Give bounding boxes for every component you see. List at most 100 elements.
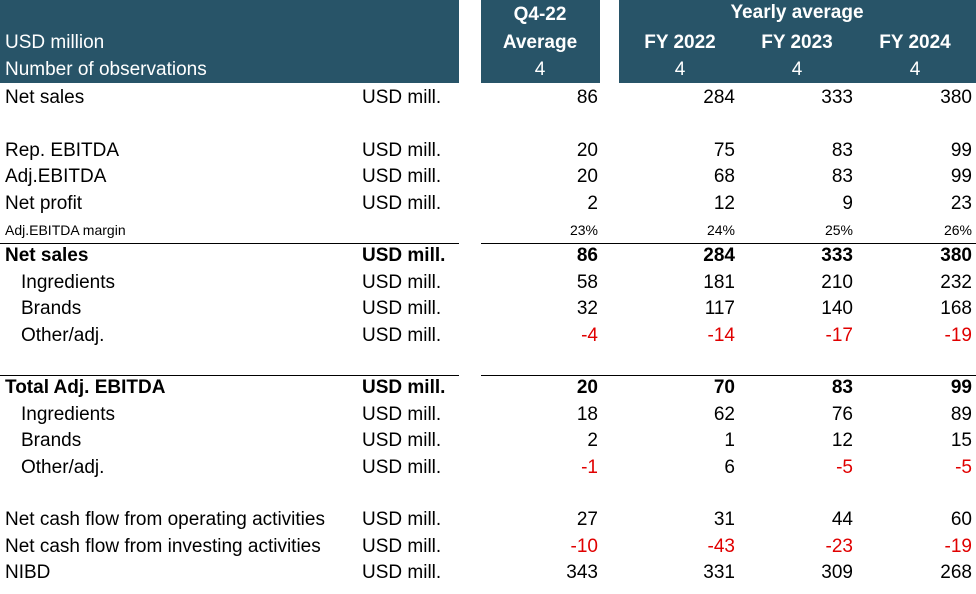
row-label: Other/adj. [21,325,105,346]
cell-value: 23 [950,193,972,214]
cell-value: -19 [944,325,972,346]
cell-value: 380 [940,87,972,108]
row-label: Brands [21,430,82,451]
row-label: Rep. EBITDA [5,140,120,161]
cell-value: 18 [576,404,598,425]
cell-value: 9 [842,193,853,214]
cell-value: 284 [703,245,735,266]
cell-value: 23% [569,222,598,238]
cell-value: 20 [576,166,598,187]
row-unit: USD mill. [362,430,442,451]
column-title: Q4-22 [513,4,567,25]
cell-value: 76 [831,404,853,425]
cell-value: 62 [713,404,735,425]
cell-value: 343 [566,562,598,583]
row-rule [0,375,459,376]
column-title: FY 2024 [879,32,951,53]
cell-value: 24% [706,222,735,238]
cell-value: 333 [821,87,853,108]
cell-value: 1 [724,430,735,451]
cell-value: -4 [581,325,598,346]
row-label: Ingredients [21,404,116,425]
cell-value: 284 [703,87,735,108]
unit-header: USD million [5,32,105,53]
cell-value: 25% [824,222,853,238]
cell-value: 333 [821,245,853,266]
row-unit: USD mill. [362,562,442,583]
cell-value: 83 [831,140,853,161]
row-label: Net profit [5,193,83,214]
cell-value: 380 [940,245,972,266]
header-block [481,0,600,83]
row-label: Net sales [5,245,89,266]
cell-value: 68 [713,166,735,187]
header-block [619,0,976,83]
cell-value: 232 [940,272,972,293]
column-title: FY 2023 [761,32,833,53]
cell-value: 20 [576,140,598,161]
row-unit: USD mill. [362,325,442,346]
cell-value: 58 [576,272,598,293]
observations-label: Number of observations [5,59,207,80]
row-rule [0,243,459,244]
cell-value: 75 [713,140,735,161]
row-rule [481,243,976,244]
header-block [0,0,459,83]
observations: 4 [534,59,546,80]
cell-value: -5 [955,457,972,478]
row-unit: USD mill. [362,140,442,161]
row-unit: USD mill. [362,245,446,266]
observations: 4 [909,59,921,80]
row-label: Adj.EBITDA [5,166,107,187]
cell-value: 331 [703,562,735,583]
row-label: Ingredients [21,272,116,293]
row-unit: USD mill. [362,509,442,530]
cell-value: 99 [950,377,972,398]
row-label: Net sales [5,87,85,108]
row-unit: USD mill. [362,457,442,478]
cell-value: -10 [570,536,598,557]
row-unit: USD mill. [362,404,442,425]
cell-value: 20 [576,377,598,398]
row-label: Other/adj. [21,457,105,478]
cell-value: 27 [576,509,598,530]
group-title: Yearly average [730,2,864,23]
cell-value: 268 [940,562,972,583]
row-rule [481,375,976,376]
cell-value: 32 [576,298,598,319]
cell-value: 12 [713,193,735,214]
observations: 4 [674,59,686,80]
row-label: Brands [21,298,82,319]
cell-value: 99 [950,140,972,161]
column-title: FY 2022 [644,32,716,53]
cell-value: 140 [821,298,853,319]
cell-value: -1 [581,457,598,478]
row-unit: USD mill. [362,377,446,398]
cell-value: 44 [831,509,853,530]
row-unit: USD mill. [362,536,442,557]
cell-value: -43 [707,536,735,557]
row-unit: USD mill. [362,298,442,319]
row-unit: USD mill. [362,193,442,214]
cell-value: 86 [576,245,598,266]
row-label: Net cash flow from investing activities [5,536,321,557]
cell-value: 2 [587,430,598,451]
cell-value: 89 [950,404,972,425]
cell-value: -19 [944,536,972,557]
cell-value: 210 [821,272,853,293]
row-label: Net cash flow from operating activities [5,509,325,530]
row-label: NIBD [5,562,51,583]
cell-value: 60 [950,509,972,530]
cell-value: -17 [825,325,853,346]
row-unit: USD mill. [362,166,442,187]
row-unit: USD mill. [362,87,442,108]
cell-value: 117 [704,298,735,319]
cell-value: 26% [943,222,972,238]
cell-value: 31 [713,509,735,530]
cell-value: -5 [836,457,853,478]
observations: 4 [791,59,803,80]
cell-value: 6 [724,457,735,478]
cell-value: 168 [940,298,972,319]
row-unit: USD mill. [362,272,442,293]
